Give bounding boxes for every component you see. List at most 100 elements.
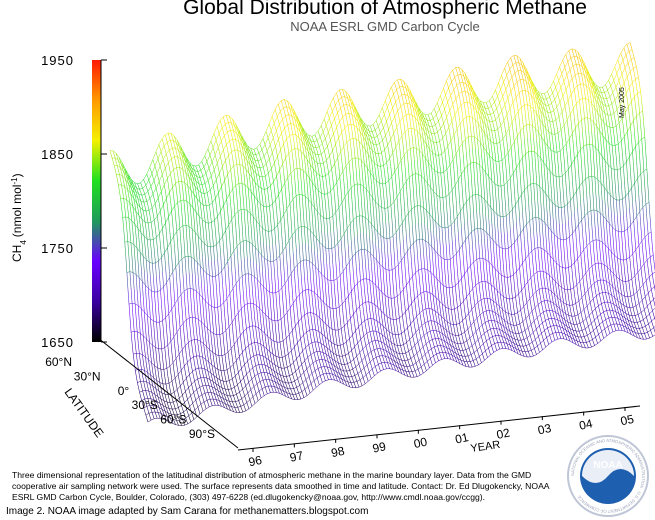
surface-mesh-line bbox=[378, 114, 381, 118]
surface-mesh-line bbox=[565, 89, 568, 95]
surface-mesh-line bbox=[421, 325, 424, 331]
surface-mesh-line bbox=[211, 144, 214, 148]
surface-mesh-line bbox=[237, 262, 240, 280]
surface-mesh-line bbox=[284, 379, 286, 383]
surface-mesh-line bbox=[302, 382, 305, 387]
surface-mesh-line bbox=[337, 112, 339, 118]
surface-mesh-line bbox=[245, 240, 248, 258]
surface-mesh-line bbox=[555, 87, 557, 91]
surface-mesh-line bbox=[401, 367, 404, 371]
surface-mesh-line bbox=[488, 291, 491, 300]
surface-mesh-line bbox=[235, 329, 238, 341]
surface-mesh-line bbox=[585, 300, 588, 306]
surface-mesh-line bbox=[399, 244, 402, 261]
surface-mesh-line bbox=[267, 188, 269, 197]
surface-mesh-line bbox=[603, 98, 605, 103]
surface-mesh-line bbox=[548, 318, 550, 323]
surface-mesh-line bbox=[404, 108, 407, 115]
surface-mesh-line bbox=[314, 134, 317, 138]
surface-mesh-line bbox=[269, 329, 272, 340]
surface-mesh-line bbox=[335, 361, 337, 365]
surface-mesh-line bbox=[595, 323, 597, 328]
surface-mesh-line bbox=[594, 303, 596, 309]
surface-mesh-line bbox=[627, 326, 630, 330]
surface-mesh-line bbox=[430, 320, 433, 326]
surface-mesh-line bbox=[598, 272, 601, 281]
surface-mesh-line bbox=[594, 263, 597, 274]
surface-mesh-line bbox=[638, 77, 640, 85]
surface-mesh-line bbox=[323, 329, 326, 337]
surface-mesh-line bbox=[614, 100, 617, 105]
surface-mesh-line bbox=[599, 100, 601, 105]
surface-mesh-line bbox=[274, 276, 277, 293]
surface-mesh-line bbox=[294, 118, 296, 123]
surface-mesh-line bbox=[432, 126, 434, 130]
surface-mesh-line bbox=[389, 318, 392, 327]
surface-mesh-line bbox=[287, 379, 289, 384]
surface-mesh-line bbox=[523, 339, 526, 343]
surface-mesh-line bbox=[265, 274, 267, 290]
surface-mesh-line bbox=[342, 315, 345, 327]
surface-mesh-line bbox=[232, 126, 234, 131]
z-axis-label: CH4(nmol mol-1) bbox=[10, 173, 28, 262]
surface-mesh-line bbox=[652, 273, 654, 281]
surface-mesh-line bbox=[636, 66, 638, 72]
surface-mesh-line bbox=[246, 177, 249, 188]
surface-mesh-line bbox=[502, 309, 504, 316]
surface-mesh-line bbox=[375, 313, 378, 321]
surface-mesh-line bbox=[338, 116, 340, 122]
surface-mesh-line bbox=[561, 332, 564, 336]
surface-mesh-line bbox=[304, 314, 306, 325]
surface-mesh-line bbox=[414, 370, 417, 374]
surface-mesh-line bbox=[470, 364, 473, 368]
surface-mesh-line bbox=[526, 270, 529, 282]
surface-mesh-line bbox=[555, 300, 557, 306]
surface-mesh-line bbox=[313, 336, 316, 342]
surface-mesh-line bbox=[384, 208, 387, 224]
surface-mesh-line bbox=[516, 271, 518, 284]
surface-mesh-line bbox=[618, 269, 620, 280]
surface-mesh-line bbox=[339, 275, 342, 291]
surface-mesh-line bbox=[365, 175, 367, 190]
surface-mesh-line bbox=[632, 307, 635, 312]
surface-mesh-line bbox=[522, 157, 524, 174]
surface-mesh-line bbox=[270, 163, 272, 169]
surface-mesh-line bbox=[332, 150, 334, 157]
surface-mesh-line bbox=[293, 396, 296, 400]
surface-mesh-line bbox=[592, 275, 595, 284]
surface-mesh-line bbox=[568, 169, 570, 185]
surface-mesh-line bbox=[598, 196, 601, 213]
surface-mesh-line bbox=[329, 118, 331, 122]
surface-mesh-line bbox=[462, 320, 464, 327]
surface-mesh-line bbox=[365, 345, 368, 351]
surface-mesh-line bbox=[486, 340, 488, 345]
surface-mesh-line bbox=[539, 270, 542, 281]
surface-mesh-line bbox=[321, 274, 324, 290]
surface-mesh-line bbox=[316, 351, 319, 356]
surface-mesh-line bbox=[373, 319, 376, 326]
surface-mesh-line bbox=[269, 292, 272, 307]
surface-mesh-line bbox=[378, 344, 381, 349]
surface-mesh-line bbox=[516, 55, 519, 60]
surface-mesh-line bbox=[325, 369, 327, 374]
surface-mesh-line bbox=[467, 269, 469, 282]
surface-mesh-line bbox=[567, 155, 569, 170]
surface-mesh-line bbox=[497, 129, 500, 136]
surface-mesh-line bbox=[504, 157, 507, 169]
surface-mesh-line bbox=[563, 302, 565, 309]
surface-mesh-line bbox=[562, 77, 565, 82]
surface-mesh-line bbox=[614, 119, 617, 127]
surface-mesh-line bbox=[457, 137, 460, 149]
surface-mesh-line bbox=[336, 354, 338, 360]
surface-mesh-line bbox=[315, 137, 318, 141]
surface-mesh-line bbox=[506, 114, 509, 122]
surface-mesh-line bbox=[289, 162, 292, 173]
surface-mesh-line bbox=[550, 112, 552, 117]
surface-mesh-line bbox=[459, 70, 462, 75]
surface-mesh-line bbox=[631, 76, 633, 83]
surface-mesh-line bbox=[256, 157, 259, 161]
surface-mesh-line bbox=[302, 209, 305, 227]
surface-mesh-line bbox=[459, 323, 461, 330]
surface-mesh-line bbox=[436, 353, 438, 358]
